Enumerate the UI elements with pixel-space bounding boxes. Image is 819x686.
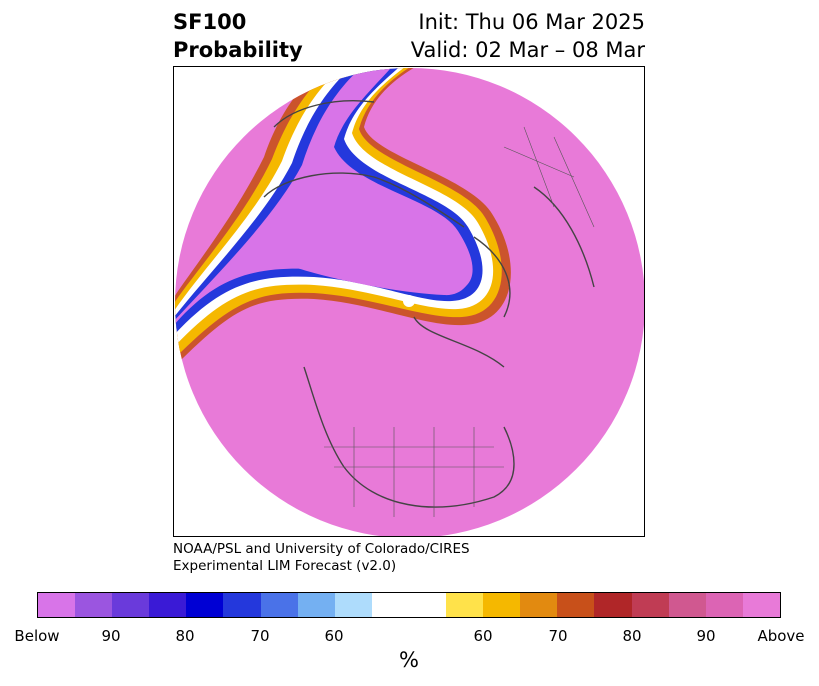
colorbar-tick-label: 90 <box>696 627 716 645</box>
credit-line-1: NOAA/PSL and University of Colorado/CIRE… <box>173 541 470 557</box>
colorbar-unit: % <box>399 648 419 672</box>
map-svg <box>175 68 644 536</box>
colorbar-tick-label: 70 <box>548 627 568 645</box>
north-pole-marker <box>403 295 415 307</box>
below-normal-core <box>265 206 473 296</box>
colorbar-segment <box>631 593 669 617</box>
colorbar-segment <box>297 593 335 617</box>
colorbar-tick-label: Above <box>757 627 805 645</box>
variable-name: SF100 <box>173 10 247 34</box>
colorbar-segment <box>186 593 224 617</box>
colorbar-segment <box>408 593 447 617</box>
colorbar-segment <box>75 593 113 617</box>
colorbar-segment <box>483 593 521 617</box>
colorbar-segment <box>446 593 484 617</box>
colorbar-tick-label: 90 <box>101 627 121 645</box>
colorbar-segment <box>594 593 632 617</box>
colorbar-segment <box>742 593 780 617</box>
colorbar-segment <box>112 593 150 617</box>
colorbar-segment <box>334 593 372 617</box>
colorbar-tick-label: 70 <box>250 627 270 645</box>
colorbar-segment <box>557 593 595 617</box>
title-left: SF100 Probability <box>173 8 303 64</box>
variable-type: Probability <box>173 38 303 62</box>
title-right: Init: Thu 06 Mar 2025 Valid: 02 Mar – 08… <box>411 8 645 64</box>
init-date: Init: Thu 06 Mar 2025 <box>418 10 645 34</box>
colorbar-segment <box>38 593 76 617</box>
colorbar-tick-label: Below <box>14 627 60 645</box>
colorbar-segment <box>149 593 187 617</box>
valid-range: Valid: 02 Mar – 08 Mar <box>410 38 645 62</box>
colorbar-tick-label: 80 <box>622 627 642 645</box>
colorbar-segment <box>223 593 261 617</box>
probability-map <box>173 66 645 537</box>
colorbar-segment <box>260 593 298 617</box>
colorbar-segment <box>705 593 743 617</box>
colorbar-tick-label: 80 <box>175 627 195 645</box>
colorbar-tick-label: 60 <box>473 627 493 645</box>
borders <box>324 126 595 517</box>
colorbar-segment <box>668 593 706 617</box>
coastlines <box>263 100 595 508</box>
colorbar-segment <box>520 593 558 617</box>
colorbar-tick-label: 60 <box>324 627 344 645</box>
colorbar <box>37 592 781 618</box>
credit: NOAA/PSL and University of Colorado/CIRE… <box>173 541 470 575</box>
credit-line-2: Experimental LIM Forecast (v2.0) <box>173 558 397 574</box>
colorbar-segment <box>371 593 409 617</box>
